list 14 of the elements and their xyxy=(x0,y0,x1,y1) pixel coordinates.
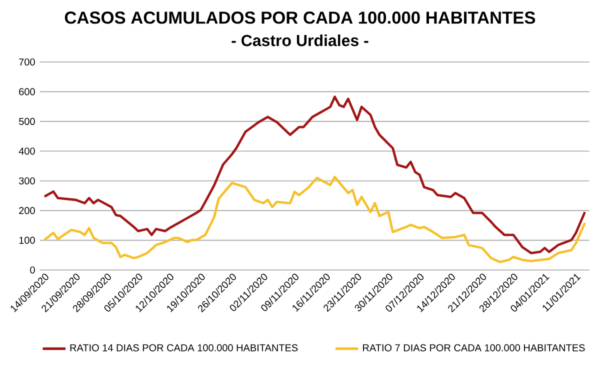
line-series xyxy=(43,96,586,254)
y-tick-label: 600 xyxy=(19,88,35,96)
y-tick-label: 300 xyxy=(18,177,35,184)
legend-label: RATIO 7 DIAS POR CADA 100.000 HABITANTES xyxy=(363,344,585,352)
chart-title: CASOS ACUMULADOS POR CADA 100.000 HABITANTES xyxy=(64,12,536,24)
chart-subtitle: - Castro Urdiales - xyxy=(232,34,368,46)
y-tick-label: 500 xyxy=(19,118,35,125)
line-series xyxy=(43,176,586,264)
y-tick-label: 700 xyxy=(19,58,35,66)
y-tick-label: 0 xyxy=(30,266,35,274)
legend-label: RATIO 14 DIAS POR CADA 100.000 HABITANTES xyxy=(70,344,298,352)
y-tick-label: 100 xyxy=(19,236,35,244)
y-tick-label: 200 xyxy=(19,207,35,214)
y-tick-label: 400 xyxy=(18,148,35,155)
